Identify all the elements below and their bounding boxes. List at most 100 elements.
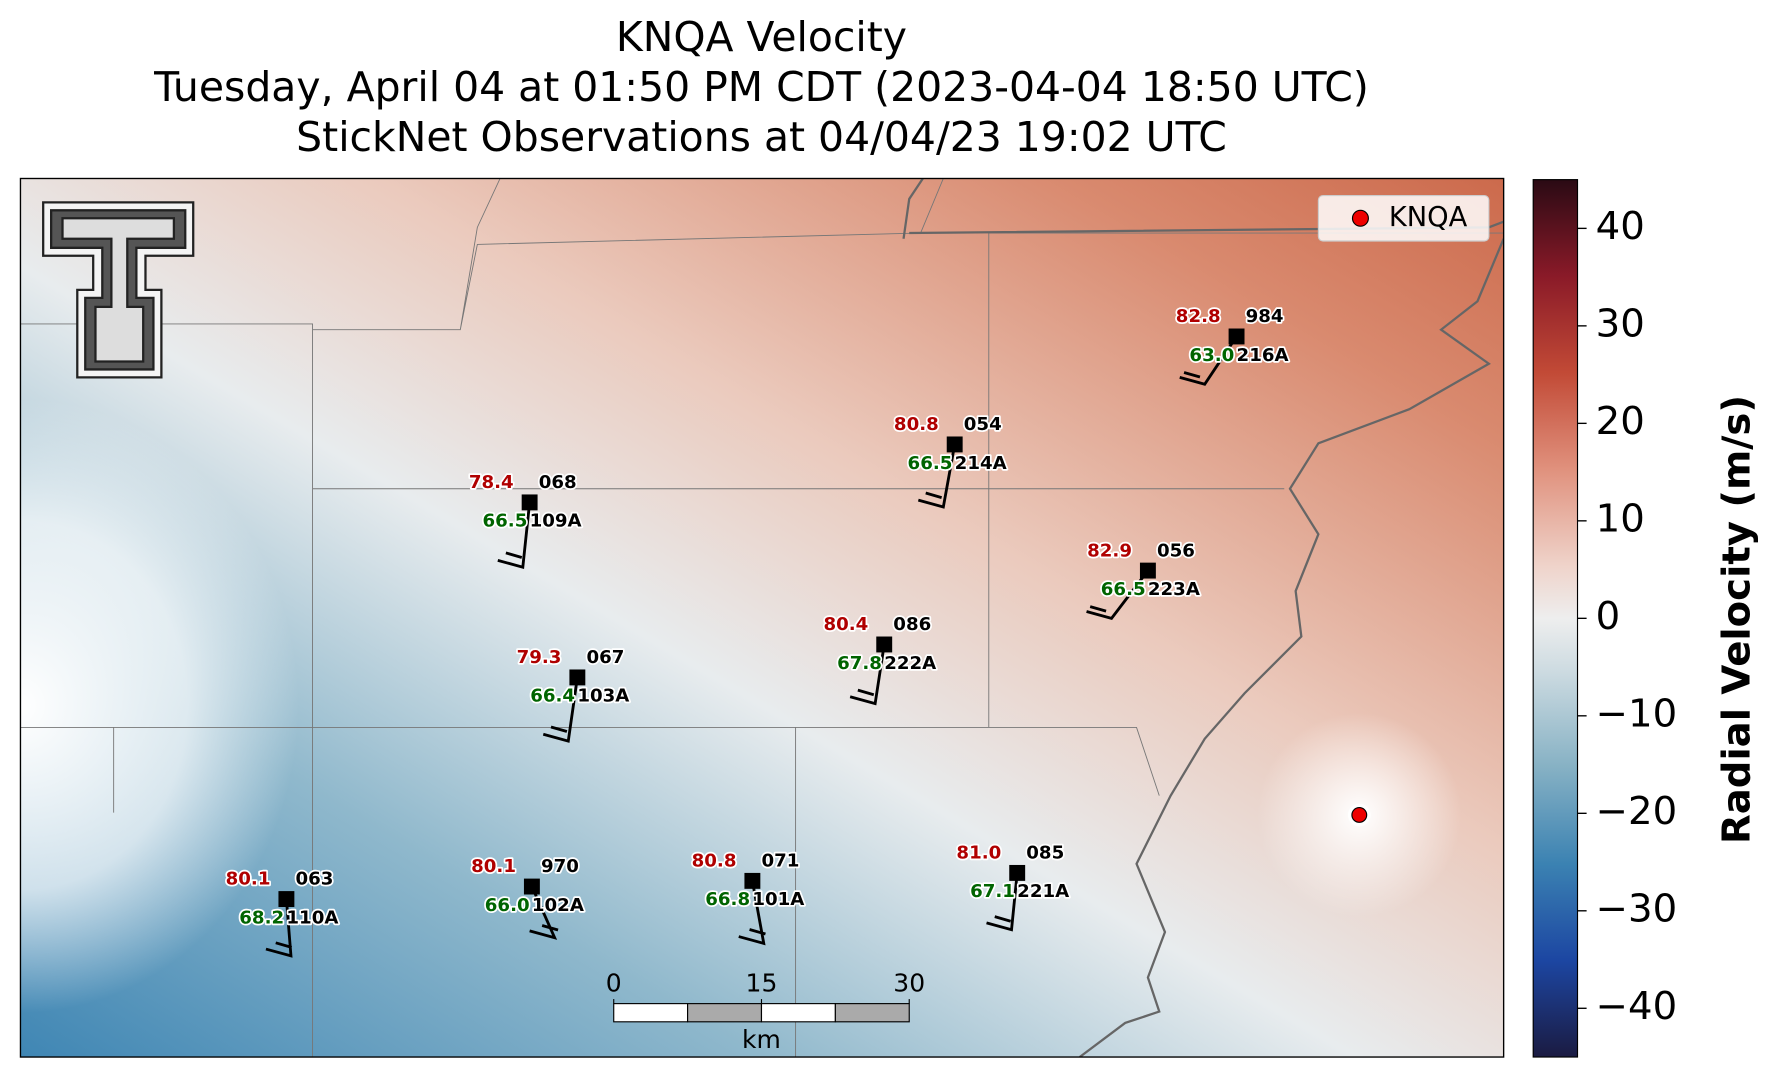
- legend-marker: [1351, 209, 1369, 227]
- pressure: 071: [761, 851, 799, 872]
- dewpoint: 63.0: [1189, 345, 1234, 366]
- scale-bar: 0 15 30 km: [606, 968, 925, 1054]
- legend-label: KNQA: [1389, 202, 1468, 233]
- station-marker: [1139, 562, 1156, 579]
- station: 82.9 056 66.5 223A: [1085, 539, 1202, 620]
- temperature: 81.0: [956, 843, 1001, 864]
- dewpoint: 66.5: [1101, 579, 1146, 600]
- station-id: 216A: [1237, 345, 1289, 366]
- scale-segment: [613, 1003, 689, 1023]
- colorbar-tick-label: 0: [1596, 594, 1621, 639]
- pressure: 984: [1246, 306, 1284, 327]
- station: 78.4 068 66.5 109A: [467, 470, 583, 569]
- temperature: 80.4: [823, 614, 868, 635]
- colorbar-tick-label: −20: [1596, 789, 1678, 834]
- station-id: 222A: [884, 653, 936, 674]
- title-line: Tuesday, April 04 at 01:50 PM CDT (2023-…: [153, 63, 1369, 111]
- scale-segment: [687, 1003, 763, 1023]
- station-marker: [523, 878, 540, 895]
- colorbar-tick-label: 40: [1596, 204, 1645, 249]
- temperature: 79.3: [517, 647, 562, 668]
- dewpoint: 66.8: [705, 889, 750, 910]
- station-marker: [1009, 864, 1026, 881]
- wind-barb: [986, 872, 1019, 932]
- scale-unit: km: [742, 1025, 781, 1054]
- temperature: 80.1: [471, 856, 516, 877]
- station: 80.1 063 68.2 110A: [224, 867, 340, 958]
- station-id: 223A: [1148, 579, 1200, 600]
- station-id: 109A: [530, 511, 582, 532]
- colorbar-tick-label: −40: [1596, 984, 1678, 1029]
- wind-barb: [1086, 569, 1150, 620]
- station-marker: [569, 669, 586, 686]
- colorbar-tick-label: 30: [1596, 301, 1645, 346]
- station: 80.8 054 66.5 214A: [892, 412, 1008, 509]
- wind-barb: [265, 898, 293, 958]
- station: 82.8 984 63.0 216A: [1174, 304, 1290, 386]
- pressure: 086: [893, 614, 931, 635]
- colorbar-ticks: 40 30 20 10 0 −10 −20 −30 −40: [1577, 204, 1678, 1029]
- dewpoint: 67.8: [837, 653, 882, 674]
- station: 80.8 071 66.8 101A: [690, 849, 806, 946]
- legend-box: [1317, 194, 1490, 242]
- station-marker: [278, 891, 295, 908]
- temperature: 82.8: [1176, 306, 1221, 327]
- colorbar-tick-label: −30: [1596, 886, 1678, 931]
- colorbar-tick-label: 20: [1596, 399, 1645, 444]
- station-id: 214A: [955, 453, 1007, 474]
- dewpoint: 66.4: [530, 686, 575, 707]
- pressure: 054: [964, 414, 1002, 435]
- dewpoint: 66.5: [908, 453, 953, 474]
- legend: KNQA: [1317, 194, 1490, 242]
- pressure: 063: [295, 869, 333, 890]
- wind-barb: [529, 885, 559, 940]
- dewpoint: 68.2: [239, 907, 284, 928]
- station-marker: [1228, 328, 1245, 345]
- station-id: 101A: [752, 889, 804, 910]
- temperature: 80.8: [894, 414, 939, 435]
- pressure: 085: [1026, 843, 1064, 864]
- wind-barb: [1179, 335, 1238, 386]
- radar-site: [1351, 806, 1368, 823]
- wind-barb: [849, 644, 886, 706]
- scale-tick-label: 0: [606, 968, 622, 997]
- colorbar-tick-label: 10: [1596, 496, 1645, 541]
- logo: [42, 201, 195, 379]
- temperature: 78.4: [469, 472, 514, 493]
- wind-barb: [497, 502, 532, 569]
- scale-tick-label: 30: [893, 968, 925, 997]
- station-id: 103A: [577, 686, 629, 707]
- scale-segment: [834, 1003, 910, 1023]
- temperature: 80.1: [226, 869, 271, 890]
- title-line: StickNet Observations at 04/04/23 19:02 …: [296, 113, 1227, 161]
- colorbar-label: Radial Velocity (m/s): [1714, 395, 1759, 844]
- station: 81.0 085 67.1 221A: [955, 841, 1071, 932]
- temperature: 82.9: [1087, 540, 1132, 561]
- wind-barb: [917, 444, 957, 509]
- pressure: 970: [541, 856, 579, 877]
- station: 80.4 086 67.8 222A: [822, 612, 938, 706]
- station-id: 110A: [286, 907, 338, 928]
- pressure: 056: [1157, 540, 1195, 561]
- dewpoint: 67.1: [970, 881, 1015, 902]
- station: 80.1 970 66.0 102A: [469, 855, 586, 940]
- scale-segment: [760, 1003, 836, 1023]
- station-marker: [521, 494, 538, 511]
- map-frame: [19, 177, 1505, 1058]
- colorbar: [1532, 179, 1579, 1058]
- colorbar-tick-label: −10: [1596, 691, 1678, 736]
- temperature: 80.8: [692, 851, 737, 872]
- pressure: 067: [586, 647, 624, 668]
- station-marker: [946, 436, 963, 453]
- station: 79.3 067 66.4 103A: [515, 645, 631, 743]
- dewpoint: 66.0: [485, 895, 530, 916]
- station-marker: [744, 872, 761, 889]
- title-line: KNQA Velocity: [616, 13, 907, 61]
- station-marker: [876, 636, 893, 653]
- station-id: 221A: [1017, 881, 1069, 902]
- scale-tick-label: 15: [746, 968, 778, 997]
- pressure: 068: [539, 472, 577, 493]
